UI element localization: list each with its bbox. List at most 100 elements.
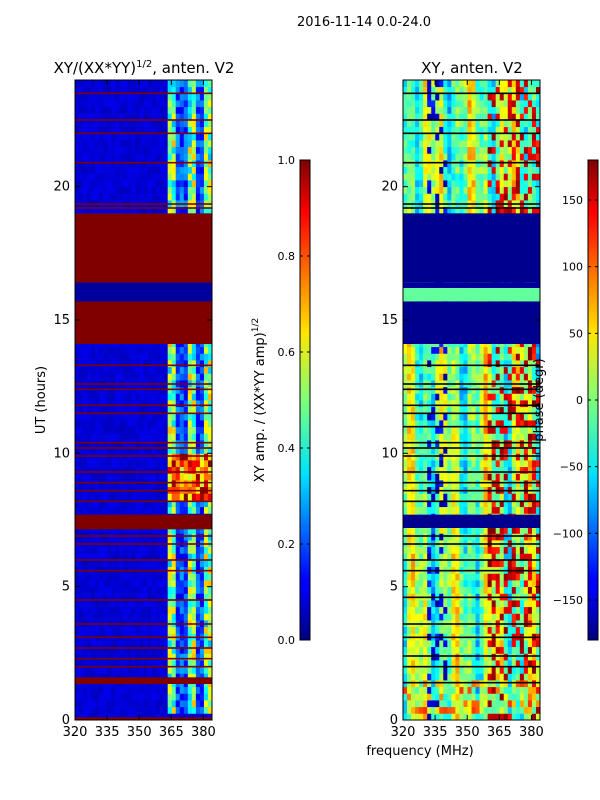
heatmap-cell xyxy=(175,640,181,648)
heatmap-cell xyxy=(495,646,501,654)
heatmap-cell xyxy=(171,666,177,674)
heatmap-cell xyxy=(135,153,140,161)
heatmap-cell xyxy=(167,346,173,354)
heatmap-cell xyxy=(179,93,185,101)
heatmap-cell xyxy=(95,100,100,108)
heatmap-cell xyxy=(91,460,96,468)
heatmap-cell xyxy=(447,706,452,714)
heatmap-cell xyxy=(107,106,112,114)
heatmap-cell xyxy=(119,120,124,128)
heatmap-cell xyxy=(451,680,456,688)
heatmap-cell xyxy=(87,100,92,108)
heatmap-cell xyxy=(75,406,80,414)
heatmap-cell xyxy=(531,413,537,421)
heatmap-cell xyxy=(139,126,144,134)
heatmap-cell xyxy=(499,453,505,461)
heatmap-cell xyxy=(199,506,205,514)
heatmap-cell xyxy=(415,646,420,654)
heatmap-cell xyxy=(167,700,173,708)
heatmap-cell xyxy=(175,100,181,108)
heatmap-cell xyxy=(135,593,140,601)
heatmap-cell xyxy=(179,573,185,581)
heatmap-cell xyxy=(491,460,497,468)
heatmap-cell xyxy=(75,413,80,421)
heatmap-cell xyxy=(199,613,205,621)
heatmap-cell xyxy=(179,700,185,708)
heatmap-cell xyxy=(203,86,209,94)
heatmap-cell xyxy=(75,553,80,561)
heatmap-cell xyxy=(191,600,197,608)
heatmap-cell xyxy=(131,360,136,368)
heatmap-cell xyxy=(163,653,169,661)
heatmap-cell xyxy=(123,186,128,194)
heatmap-cell xyxy=(107,693,112,701)
heatmap-cell xyxy=(115,553,120,561)
heatmap-cell xyxy=(195,460,201,468)
heatmap-cell xyxy=(131,146,136,154)
heatmap-cell xyxy=(427,453,432,461)
heatmap-cell xyxy=(507,706,513,714)
heatmap-cell xyxy=(447,406,452,414)
heatmap-cell xyxy=(163,126,169,134)
heatmap-cell xyxy=(119,360,124,368)
heatmap-cell xyxy=(191,386,197,394)
heatmap-cell xyxy=(415,673,420,681)
heatmap-cell xyxy=(183,713,189,721)
heatmap-cell xyxy=(115,640,120,648)
heatmap-cell xyxy=(75,706,80,714)
heatmap-cell xyxy=(123,206,128,214)
heatmap-cell xyxy=(163,446,169,454)
heatmap-cell xyxy=(159,453,165,461)
heatmap-cell xyxy=(119,93,124,101)
heatmap-cell xyxy=(139,426,144,434)
heatmap-cell xyxy=(135,446,140,454)
heatmap-cell xyxy=(143,120,148,128)
heatmap-cell xyxy=(443,693,448,701)
heatmap-cell xyxy=(115,593,120,601)
heatmap-cell xyxy=(131,586,136,594)
heatmap-cell xyxy=(115,406,120,414)
heatmap-cell xyxy=(119,86,124,94)
heatmap-cell xyxy=(203,660,209,668)
heatmap-cell xyxy=(507,673,513,681)
heatmap-cell xyxy=(139,153,144,161)
heatmap-cell xyxy=(107,673,112,681)
heatmap-cell xyxy=(159,613,165,621)
heatmap-cell xyxy=(103,460,108,468)
heatmap-cell xyxy=(195,140,201,148)
heatmap-cell xyxy=(163,553,169,561)
heatmap-cell xyxy=(179,100,185,108)
heatmap-cell xyxy=(183,93,189,101)
heatmap-cell xyxy=(199,606,205,614)
heatmap-cell xyxy=(151,500,156,508)
heatmap-cell xyxy=(143,86,148,94)
heatmap-cell xyxy=(507,586,513,594)
heatmap-cell xyxy=(419,600,424,608)
heatmap-cell xyxy=(87,573,92,581)
heatmap-cell xyxy=(403,493,408,501)
heatmap-cell xyxy=(483,433,489,441)
heatmap-cell xyxy=(123,160,128,168)
heatmap-cell xyxy=(411,500,416,508)
heatmap-cell xyxy=(207,373,213,381)
heatmap-cell xyxy=(191,500,197,508)
heatmap-cell xyxy=(491,586,497,594)
heatmap-cell xyxy=(107,533,112,541)
heatmap-cell xyxy=(195,160,201,168)
heatmap-cell xyxy=(103,146,108,154)
heatmap-cell xyxy=(475,406,480,414)
heatmap-cell xyxy=(79,446,84,454)
heatmap-cell xyxy=(115,393,120,401)
heatmap-cell xyxy=(427,480,432,488)
heatmap-cell xyxy=(143,80,148,88)
heatmap-cell xyxy=(423,453,428,461)
heatmap-cell xyxy=(191,660,197,668)
heatmap-cell xyxy=(523,560,529,568)
heatmap-cell xyxy=(135,120,140,128)
heatmap-cell xyxy=(159,426,165,434)
heatmap-cell xyxy=(191,646,197,654)
heatmap-cell xyxy=(491,446,497,454)
heatmap-cell xyxy=(95,206,100,214)
heatmap-cell xyxy=(191,86,197,94)
heatmap-cell xyxy=(479,580,484,588)
